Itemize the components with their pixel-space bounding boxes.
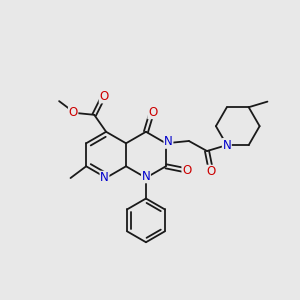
Text: O: O	[182, 164, 191, 177]
Text: N: N	[100, 171, 109, 184]
Text: N: N	[142, 170, 150, 183]
Text: O: O	[148, 106, 157, 118]
Text: N: N	[223, 139, 231, 152]
Text: O: O	[206, 165, 215, 178]
Text: O: O	[99, 90, 109, 103]
Text: O: O	[68, 106, 78, 119]
Text: N: N	[164, 135, 173, 148]
